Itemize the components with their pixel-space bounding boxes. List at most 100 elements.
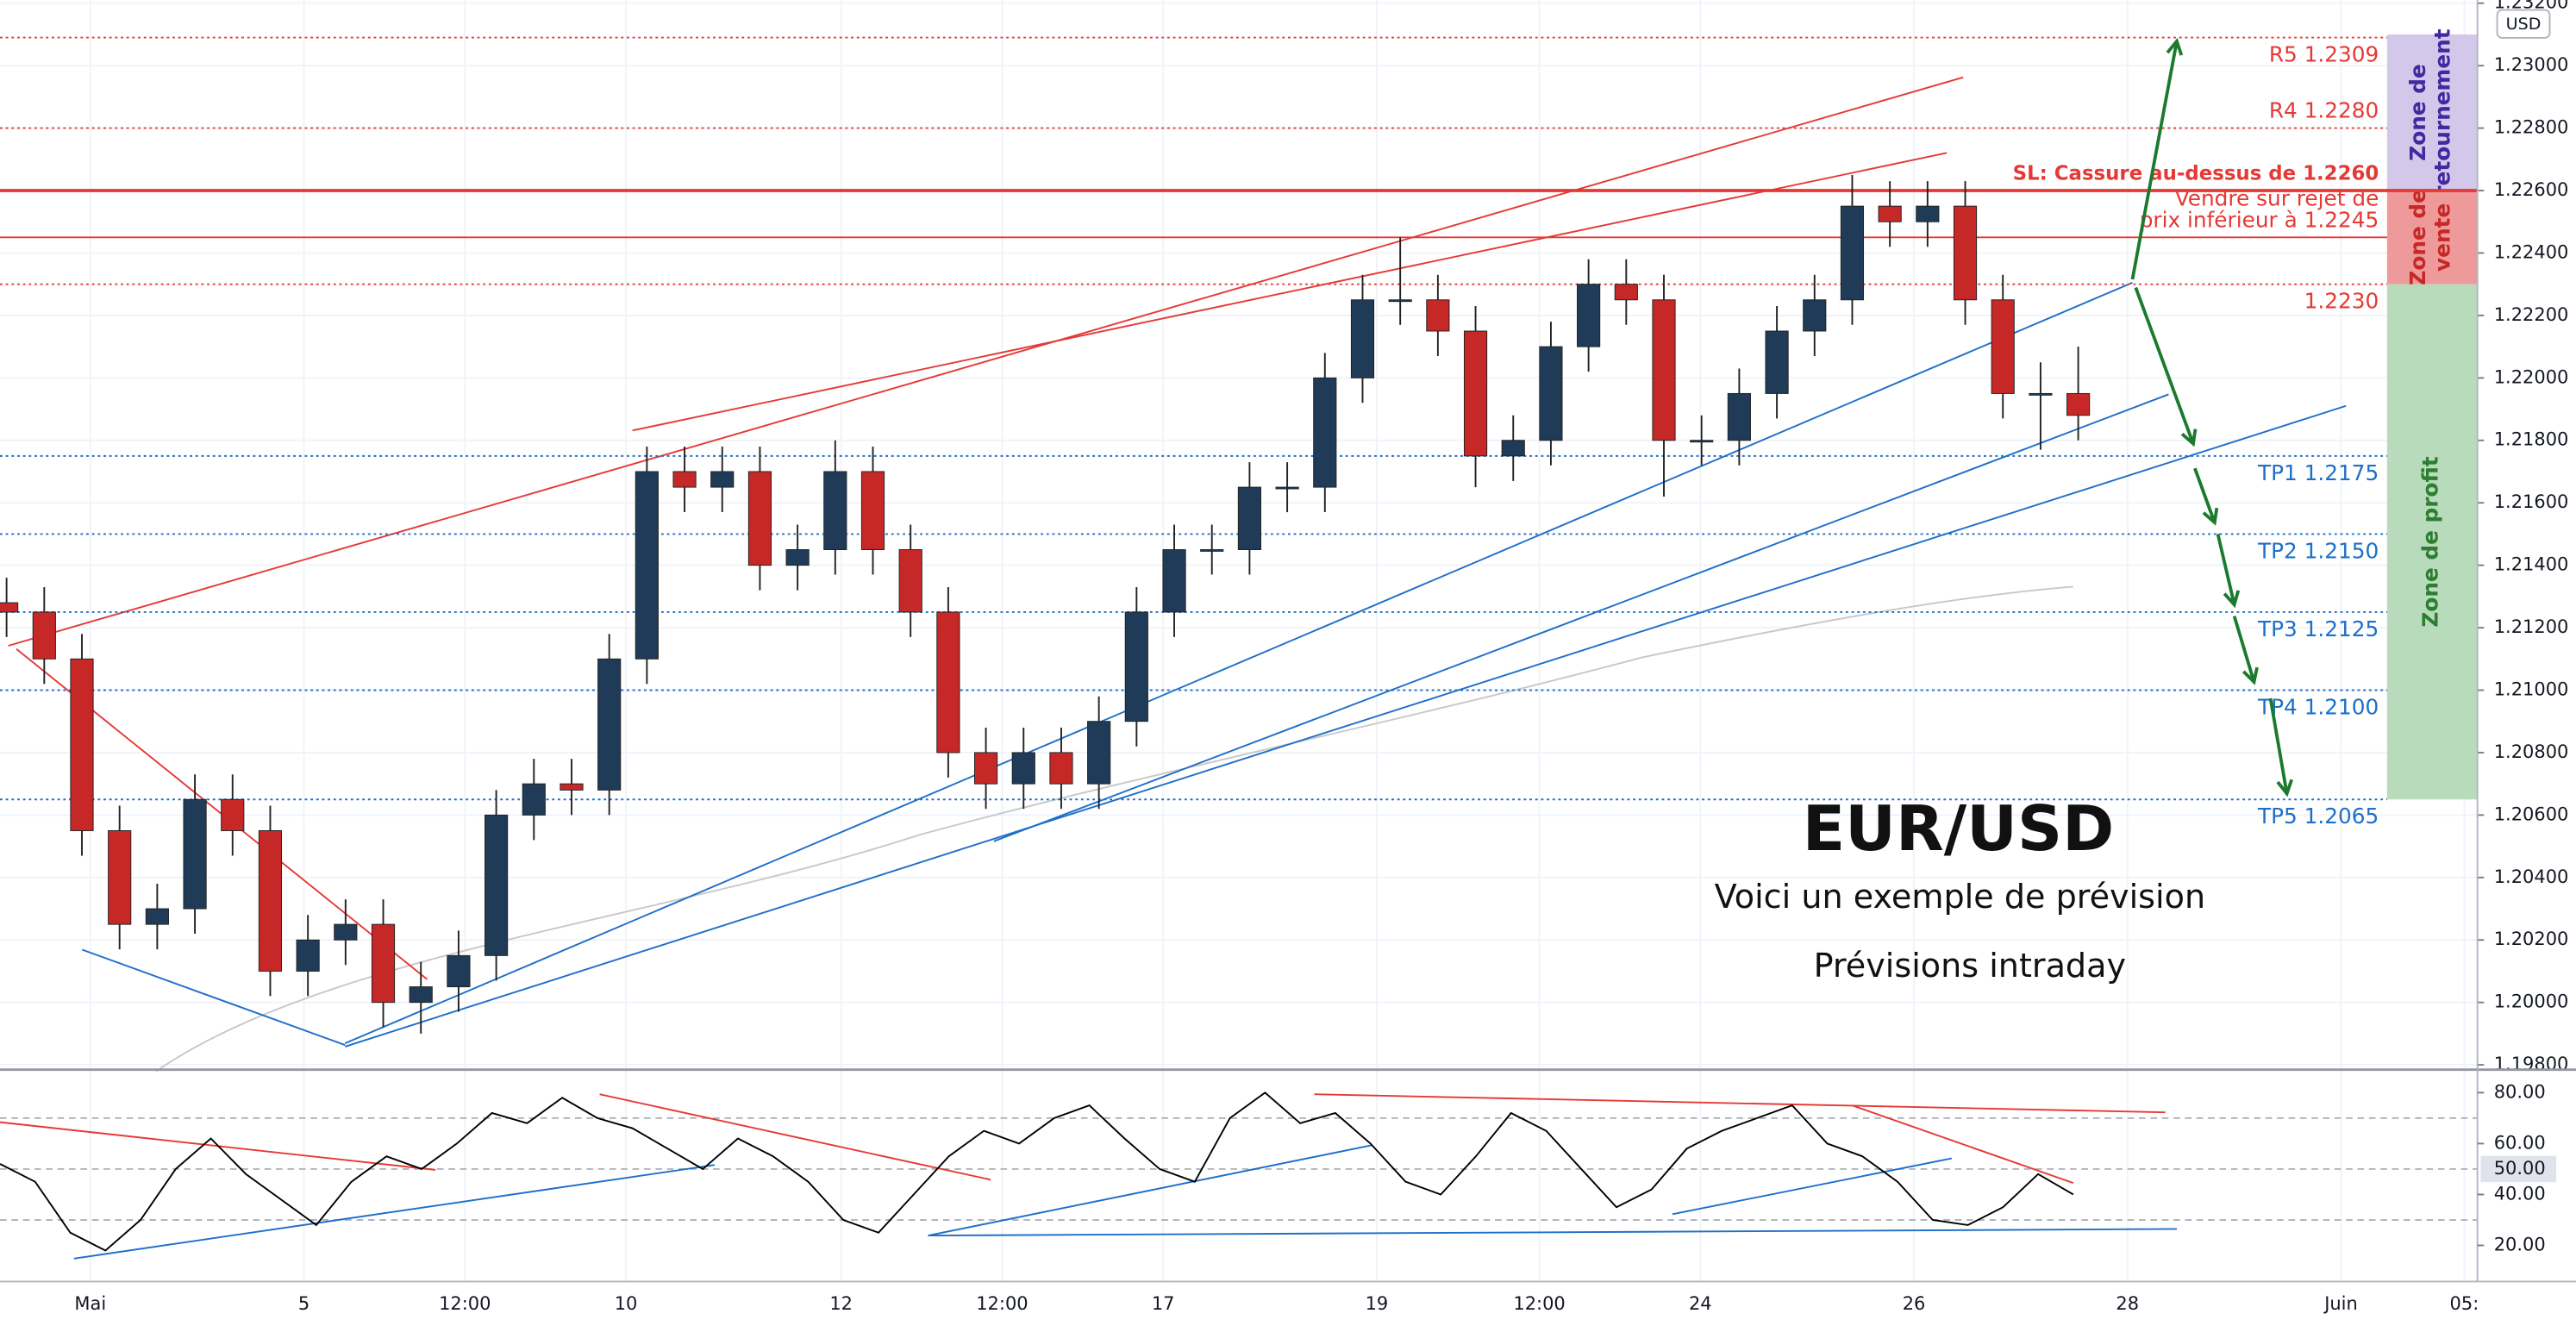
zone-label: vente <box>2430 203 2455 272</box>
y-tick-label: 1.20400 <box>2494 866 2569 887</box>
candle-body <box>1577 284 1601 347</box>
y-tick-label: 1.20200 <box>2494 929 2569 949</box>
level-label: R5 1.2309 <box>2269 42 2379 67</box>
y-tick-label: 1.21200 <box>2494 616 2569 637</box>
trend-line <box>344 281 2133 1045</box>
candle-body <box>1803 299 1827 332</box>
rsi-trend-line <box>1314 1093 2166 1114</box>
chart-note: Prévisions intraday <box>1814 947 2126 985</box>
rsi-trend-line <box>599 1093 991 1181</box>
candle-body <box>447 954 471 988</box>
rsi-trend-line <box>1853 1104 2074 1185</box>
candle-body <box>32 611 56 660</box>
y-tick-label: 1.19800 <box>2494 1054 2569 1074</box>
zone <box>2386 34 2478 191</box>
y-tick-label: 1.20800 <box>2494 741 2569 762</box>
candle-body <box>1313 377 1337 488</box>
candle-body <box>2066 392 2091 416</box>
rsi-tick-label: 80.00 <box>2494 1081 2546 1102</box>
level-label: 1.2230 <box>2304 289 2379 314</box>
candle-body <box>1426 299 1450 332</box>
x-tick-label: 12:00 <box>1513 1293 1565 1314</box>
zone-label: Zone de <box>2405 189 2430 286</box>
candle-body <box>1049 752 1073 785</box>
candle-body <box>522 783 546 816</box>
rsi-tick-label: 20.00 <box>2494 1235 2546 1255</box>
level-label: Vendre sur rejet de <box>2175 186 2379 211</box>
chart-subtitle: Voici un exemple de prévision <box>1715 878 2205 916</box>
candle-body <box>1916 205 1940 222</box>
y-tick-label: 1.21400 <box>2494 554 2569 575</box>
candle-body <box>1087 721 1111 785</box>
level-label: R4 1.2280 <box>2269 98 2379 123</box>
currency-box <box>2496 9 2551 39</box>
x-tick-label: 12:00 <box>439 1293 491 1314</box>
candle-body <box>1878 205 1902 222</box>
rsi-line <box>0 1091 2074 1252</box>
y-tick-label: 1.21800 <box>2494 429 2569 450</box>
x-tick-label: 10 <box>615 1293 638 1314</box>
y-tick-label: 1.22000 <box>2494 366 2569 387</box>
candle-body <box>785 549 810 566</box>
candle-body <box>823 471 847 550</box>
candle-body <box>108 830 132 925</box>
x-tick-label: 12 <box>829 1293 853 1314</box>
candle-body <box>672 471 697 488</box>
candle-body <box>1614 284 1638 301</box>
zone <box>2386 191 2478 285</box>
forecast-arrow <box>2193 467 2219 526</box>
trend-line <box>81 948 346 1046</box>
rsi-trend-line <box>928 1228 2177 1237</box>
rsi-trend-line <box>928 1144 1372 1237</box>
y-tick-label: 1.21000 <box>2494 679 2569 699</box>
candle-body <box>334 923 358 941</box>
rsi-trend-line <box>73 1164 716 1260</box>
candle-body <box>710 471 735 488</box>
candle-body <box>1275 486 1299 490</box>
y-tick-label: 1.22600 <box>2494 179 2569 200</box>
candle-body <box>1953 205 1978 301</box>
candle-body <box>860 471 885 550</box>
zone-label: Zone de <box>2405 64 2430 161</box>
level-label: TP4 1.2100 <box>2257 694 2379 719</box>
y-tick-label: 1.22200 <box>2494 304 2569 325</box>
forecast-arrow <box>2232 616 2259 685</box>
candle-body <box>1011 752 1035 785</box>
candle-body <box>936 611 960 754</box>
candle-body <box>0 602 19 613</box>
candle-body <box>1388 299 1412 303</box>
rsi-last-badge <box>2480 1155 2557 1183</box>
candle-body <box>1652 299 1676 441</box>
chart-title: EUR/USD <box>1803 793 2115 866</box>
rsi-trend-line <box>1672 1157 1953 1216</box>
y-tick-label: 1.21600 <box>2494 491 2569 512</box>
trend-line <box>344 404 2347 1048</box>
candle-body <box>485 814 509 956</box>
level-label: TP2 1.2150 <box>2257 538 2379 563</box>
x-tick-label: Mai <box>74 1293 106 1314</box>
y-tick-label: 1.22800 <box>2494 117 2569 138</box>
candle-body <box>2029 392 2053 396</box>
candle-body <box>296 939 320 972</box>
moving-average <box>155 585 2073 1073</box>
candle-body <box>635 471 659 660</box>
forecast-arrow <box>2130 37 2184 280</box>
candle-body <box>1237 486 1261 550</box>
y-tick-label: 1.20600 <box>2494 804 2569 824</box>
forecast-arrow <box>2268 697 2293 797</box>
candle-body <box>221 798 245 831</box>
rsi-last-label: 50.00 <box>2494 1158 2546 1179</box>
candle-body <box>1727 392 1751 441</box>
trend-line <box>632 152 1948 432</box>
candle-body <box>747 471 772 566</box>
y-tick-label: 1.22400 <box>2494 241 2569 262</box>
y-tick-label: 1.23000 <box>2494 54 2569 75</box>
rsi-tick-label: 40.00 <box>2494 1183 2546 1204</box>
candle-body <box>183 798 207 910</box>
level-label: TP3 1.2125 <box>2257 616 2379 641</box>
candle-body <box>1991 299 2015 394</box>
